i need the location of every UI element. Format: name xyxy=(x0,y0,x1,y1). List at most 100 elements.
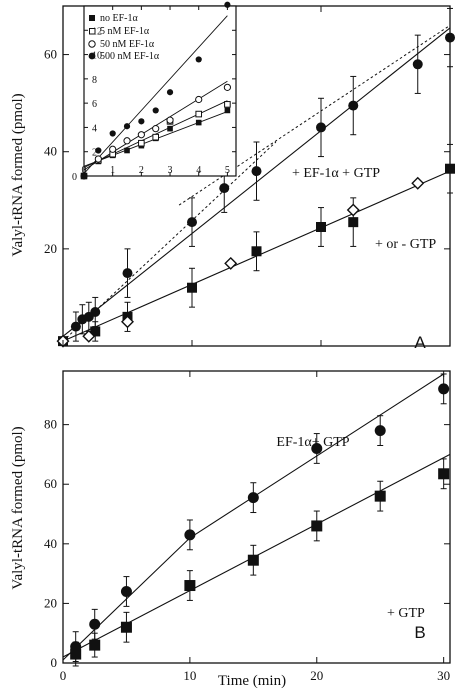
panel-a-point-open-diamond xyxy=(82,329,96,343)
panel-a-annotation-plus-minus-gtp: + or - GTP xyxy=(375,237,436,252)
panel-b-point-filled-circle xyxy=(247,492,259,504)
panel-b-point-filled-circle xyxy=(120,585,132,597)
panel-b-point-filled-circle xyxy=(311,442,323,454)
inset-xtick-label: 4 xyxy=(196,165,201,176)
legend-label-500nm: 500 nM EF-1α xyxy=(100,51,160,62)
panel-b-points xyxy=(70,383,450,660)
panel-a-point-filled-circle xyxy=(70,321,81,332)
inset-xtick-label: 5 xyxy=(225,165,230,176)
panel-a-point-filled-square xyxy=(251,246,262,257)
inset-point-filled-circle xyxy=(166,89,174,96)
panel-b-xtick-label: 20 xyxy=(310,668,323,683)
panel-b-point-filled-circle xyxy=(184,529,196,541)
panel-b-annotation-plus-gtp: + GTP xyxy=(387,606,425,621)
panel-b-frame xyxy=(62,370,451,664)
panel-a-point-open-diamond xyxy=(411,176,425,190)
panel-a-ytick-label: 60 xyxy=(44,47,57,62)
panel-a-dashed-lines xyxy=(62,24,451,342)
panel-b-ticks: 0 10 20 30 0 20 40 60 80 xyxy=(44,371,450,683)
panel-b-point-filled-circle xyxy=(438,383,450,395)
panel-a-point-filled-circle xyxy=(187,217,197,228)
inset-xtick-label: 1 xyxy=(110,165,115,176)
inset-fit-lines xyxy=(83,15,228,174)
inset-point-filled-circle xyxy=(195,56,202,63)
panel-b-ytick-label: 20 xyxy=(44,595,57,610)
inset-point-filled-circle xyxy=(152,107,159,114)
panel-b-xlabel: Time (min) xyxy=(218,673,286,689)
inset-legend: no EF-1α 5 nM EF-1α 50 nM EF-1α 500 nM E… xyxy=(88,13,160,62)
inset-point-open-square xyxy=(152,133,159,141)
inset-ytick-label: 8 xyxy=(92,75,97,86)
panel-b-point-filled-square xyxy=(184,580,196,592)
legend-label-50nm: 50 nM EF-1α xyxy=(100,39,155,50)
panel-a-point-filled-square xyxy=(445,163,455,174)
inset-point-filled-circle xyxy=(109,130,116,137)
panel-b-point-filled-square xyxy=(120,621,132,633)
inset-point-filled-circle xyxy=(123,123,131,130)
panel-a-point-filled-square xyxy=(90,326,101,337)
panel-b-letter: B xyxy=(414,623,425,642)
panel-a-point-filled-circle xyxy=(316,122,326,133)
panel-b-point-filled-square xyxy=(311,520,323,532)
panel-a-dashed-line xyxy=(178,24,451,206)
panel-b-ytick-label: 80 xyxy=(44,417,57,432)
panel-a-ytick-label: 40 xyxy=(44,144,57,159)
legend-marker-500nm xyxy=(88,52,96,60)
inset-points xyxy=(80,1,231,180)
panel-a-point-filled-circle xyxy=(251,166,262,177)
panel-a-point-filled-circle xyxy=(348,100,359,111)
panel-b-ylabel: Valyl-tRNA formed (pmol) xyxy=(10,426,26,589)
panel-a-letter: A xyxy=(414,333,426,352)
panel-a-point-filled-circle xyxy=(219,183,230,194)
inset-point-filled-square xyxy=(167,125,173,132)
inset-point-open-square xyxy=(224,101,231,108)
inset-point-filled-square xyxy=(195,119,202,126)
inset-point-open-circle xyxy=(109,145,117,153)
panel-b-point-filled-square xyxy=(247,554,259,566)
inset-xtick-label: 2 xyxy=(139,165,144,176)
inset-ytick-label: 12 xyxy=(92,26,102,37)
legend-marker-50nm xyxy=(88,40,96,48)
panel-a-point-filled-circle xyxy=(445,32,455,43)
inset-point-filled-circle xyxy=(224,1,231,8)
panel-b-point-filled-circle xyxy=(89,618,101,630)
panel-a-annotation-ef1a-gtp: + EF-1α + GTP xyxy=(292,166,380,181)
inset-ytick-label: 2 xyxy=(92,148,97,159)
panel-b-xtick-label: 0 xyxy=(60,668,67,683)
panel-b-point-filled-square xyxy=(70,648,82,660)
panel-b-point-filled-square xyxy=(89,639,101,651)
panel-b-ytick-label: 60 xyxy=(44,476,57,491)
inset-point-open-circle xyxy=(94,155,102,163)
panel-a-point-open-diamond xyxy=(346,203,360,217)
legend-marker-no-ef1a xyxy=(89,15,95,21)
panel-a-point-open-diamond xyxy=(224,256,238,270)
panel-a-point-filled-circle xyxy=(412,59,423,70)
inset-ytick-label: 10 xyxy=(92,51,102,62)
panel-a-point-filled-square xyxy=(316,222,326,232)
inset-ytick-label: 0 xyxy=(72,172,77,183)
inset-point-open-square xyxy=(138,139,145,147)
panel-b-xtick-label: 30 xyxy=(437,668,450,683)
panel-a-point-filled-square xyxy=(348,217,359,228)
inset-xtick-label: 3 xyxy=(168,165,173,176)
panel-b: 0 10 20 30 0 20 40 60 80 Valyl-tRNA formed (pmol… xyxy=(10,370,451,689)
inset-point-open-circle xyxy=(152,125,160,133)
panel-b-point-filled-square xyxy=(438,468,450,480)
inset-xtick-label: 0 xyxy=(82,165,87,176)
panel-a-point-open-diamond xyxy=(121,315,134,329)
panel-a-dashed-line xyxy=(62,141,277,342)
panel-a-point-filled-circle xyxy=(90,307,101,317)
inset-point-open-circle xyxy=(123,137,131,145)
panel-b-ytick-label: 40 xyxy=(44,536,57,551)
panel-b-point-filled-square xyxy=(374,490,386,502)
panel-b-point-filled-circle xyxy=(374,425,386,437)
inset-point-open-circle xyxy=(166,116,174,124)
inset-ytick-label: 6 xyxy=(92,99,97,110)
inset-point-filled-square xyxy=(224,107,231,114)
inset-point-filled-circle xyxy=(138,118,145,125)
